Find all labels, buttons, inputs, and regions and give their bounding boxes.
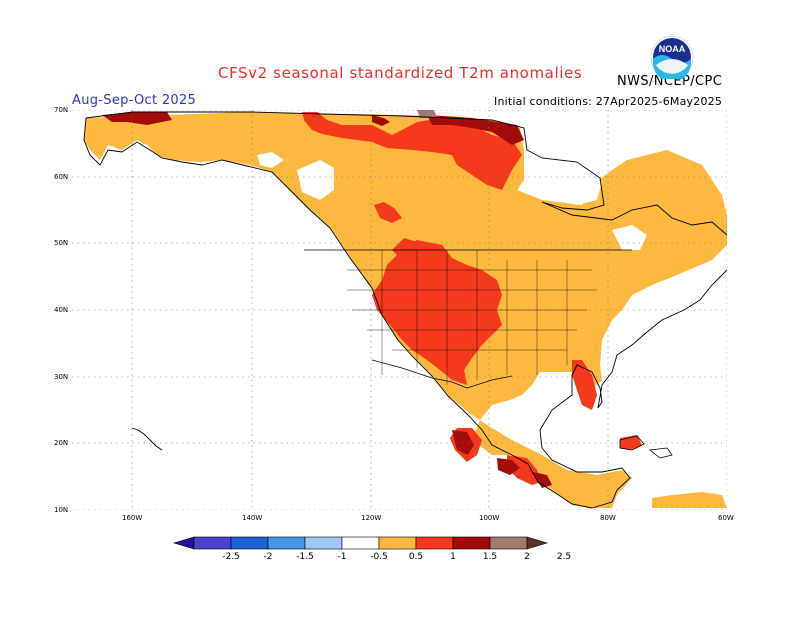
coastline-east (539, 269, 728, 509)
colorbar-tick-label: -1 (338, 552, 347, 562)
state-borders-horizontal (347, 269, 597, 351)
colorbar-segment (415, 536, 454, 550)
colorbar-arrow-right (526, 536, 549, 550)
anomaly-region-red-florida (572, 360, 597, 410)
initial-conditions: Initial conditions: 27Apr2025-6May2025 (494, 95, 723, 108)
lat-label-20n: 20N (54, 439, 69, 447)
lon-label-140w: 140W (242, 514, 263, 522)
colorbar-tick-label: -2.5 (222, 552, 240, 562)
colorbar-tick-label: -1.5 (296, 552, 314, 562)
nosignal-hudson-bay (532, 160, 602, 205)
state-borders-vertical (381, 250, 568, 385)
anomaly-region-darkred-mexico (452, 430, 474, 455)
colorbar-tick-label: 1.5 (483, 552, 497, 562)
noaa-logo: NOAA (650, 35, 694, 79)
colorbar-tick-label: -2 (264, 552, 273, 562)
colorbar-tick-label: 1 (450, 552, 456, 562)
lat-label-30n: 30N (54, 373, 69, 381)
lon-label-80w: 80W (600, 514, 616, 522)
colorbar-arrow-left (172, 536, 195, 550)
colorbar-segment (452, 536, 491, 550)
lon-label-60w: 60W (718, 514, 734, 522)
anomaly-region-brown-arctic (417, 110, 437, 118)
colorbar-tick-label: 0.5 (409, 552, 423, 562)
colorbar-tick-label: 2.5 (557, 552, 571, 562)
nosignal-west-edge (72, 110, 86, 140)
svg-text:NOAA: NOAA (659, 44, 686, 54)
map-canvas (72, 109, 728, 511)
anomaly-region-darkred-isthmus (532, 472, 552, 488)
anomaly-region-red-arctic (302, 112, 522, 190)
nosignal-yukon (297, 160, 334, 200)
caribbean-islands (619, 435, 673, 459)
lat-label-50n: 50N (54, 239, 69, 247)
coastline-north (85, 111, 728, 236)
lat-label-70n: 70N (54, 106, 69, 114)
colorbar-tick-label: 2 (524, 552, 530, 562)
hawaii-islands (131, 427, 163, 451)
lat-label-40n: 40N (54, 306, 69, 314)
anomaly-region-red-southwest (372, 240, 502, 385)
lat-label-60n: 60N (54, 173, 69, 181)
colorbar-segment (304, 536, 343, 550)
anomaly-region-darkred-nw (102, 112, 172, 125)
nosignal-bc (257, 152, 284, 168)
anomaly-region-yellow-south (652, 492, 727, 508)
anomaly-region-red-rockies (374, 202, 402, 223)
colorbar-segment (193, 536, 232, 550)
map-title: CFSv2 seasonal standardized T2m anomalie… (218, 64, 583, 82)
forecast-period: Aug-Sep-Oct 2025 (72, 93, 197, 108)
colorbar-segment (230, 536, 269, 550)
nosignal-alaska-south (232, 165, 252, 180)
colorbar-tick-label: -0.5 (370, 552, 388, 562)
anomaly-region-darkred-arctic (427, 115, 524, 145)
anomaly-region-darkred-central (497, 458, 520, 475)
colorbar-segment (378, 536, 417, 550)
lat-label-10n: 10N (54, 506, 69, 514)
anomaly-map (72, 109, 728, 511)
nosignal-great-lakes (612, 225, 647, 250)
colorbar-legend: -2.5 -2 -1.5 -1 -0.5 0.5 1 1.5 2 2.5 (172, 536, 571, 562)
agency-label: NWS/NCEP/CPC (617, 74, 723, 89)
colorbar-segment (341, 536, 380, 550)
anomaly-region-red-plains (392, 238, 417, 258)
coastline-west (83, 117, 593, 509)
colorbar-segment (267, 536, 306, 550)
colorbar-segment (489, 536, 528, 550)
lon-label-120w: 120W (361, 514, 382, 522)
lon-label-160w: 160W (122, 514, 143, 522)
border-us-mexico (371, 359, 513, 389)
anomaly-region-red-central-america (507, 455, 542, 485)
lon-label-100w: 100W (479, 514, 500, 522)
anomaly-region-darkred-island (372, 115, 390, 126)
